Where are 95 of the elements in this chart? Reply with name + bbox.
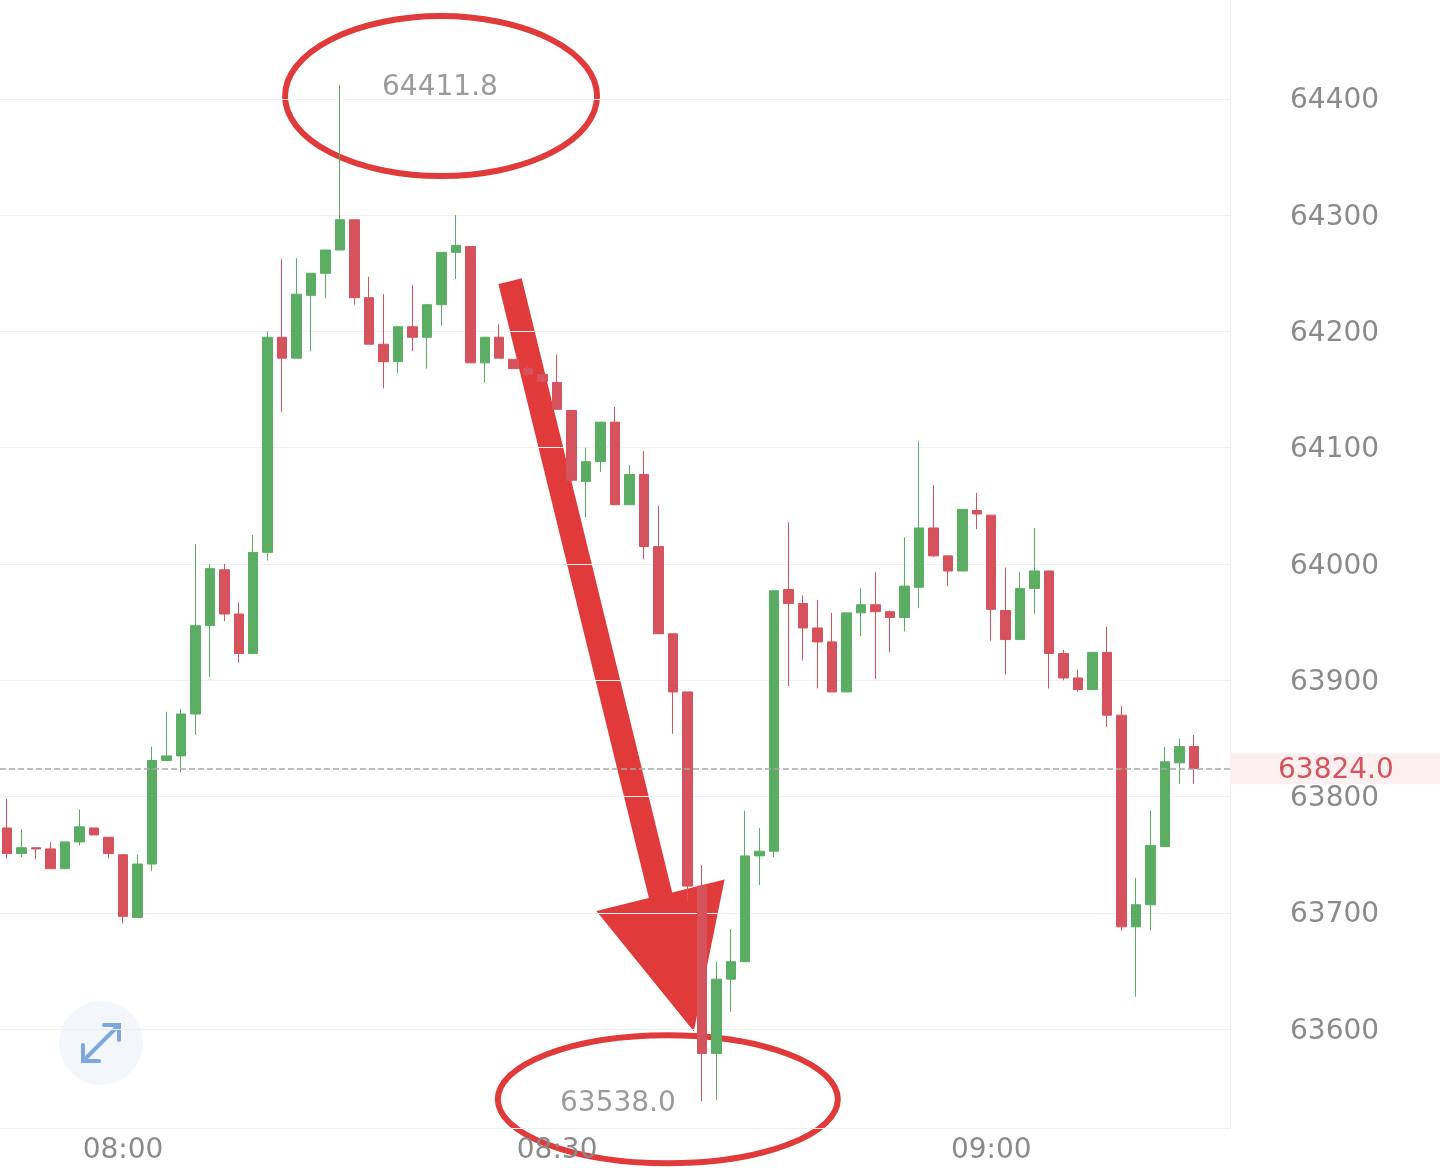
candlestick: [436, 251, 447, 327]
candlestick: [103, 836, 114, 859]
candlestick: [1102, 626, 1112, 728]
candlestick: [306, 272, 316, 352]
candlestick: [610, 406, 620, 506]
candlestick: [899, 536, 910, 632]
candlestick: [1073, 669, 1083, 693]
candlestick: [219, 563, 230, 622]
candlestick: [552, 354, 562, 410]
y-tick-label: 64000: [1290, 547, 1380, 581]
candlestick: [205, 563, 215, 678]
candlestick: [320, 249, 331, 299]
candlestick: [422, 304, 432, 370]
candlestick: [291, 257, 302, 359]
candlestick: [1189, 734, 1199, 785]
candlestick: [523, 365, 533, 378]
candlestick: [508, 358, 519, 370]
candlestick: [60, 841, 70, 870]
x-tick-label: 08:00: [82, 1131, 164, 1165]
candlestick: [624, 464, 635, 506]
candlestick: [234, 601, 244, 664]
candlestick: [176, 708, 186, 773]
candlestick: [1087, 651, 1098, 691]
candlestick: [1131, 877, 1141, 998]
candlestick: [335, 84, 345, 251]
candlestick: [914, 440, 924, 609]
candlestick: [147, 746, 157, 872]
candlestick: [480, 336, 490, 384]
candlestick: [928, 484, 939, 558]
candlestick: [697, 864, 707, 1102]
y-tick-label: 63600: [1290, 1012, 1380, 1046]
candlestick: [668, 633, 678, 735]
candlestick: [407, 284, 418, 352]
candlestick: [595, 421, 606, 473]
y-tick-label: 64300: [1290, 198, 1380, 232]
candlestick: [1029, 527, 1040, 615]
candlestick: [74, 808, 85, 846]
candlestick: [1116, 705, 1127, 931]
candlestick: [118, 854, 128, 924]
candlestick: [45, 841, 56, 870]
candlestick: [1058, 649, 1069, 681]
candlestick: [1174, 737, 1185, 785]
candlestick: [349, 219, 360, 306]
candlestick: [451, 214, 461, 280]
candlestick: [1015, 571, 1025, 641]
candlestick: [1000, 566, 1011, 675]
candlestick: [1160, 746, 1170, 848]
candlestick: [2, 798, 12, 859]
x-tick-label: 09:00: [950, 1131, 1032, 1165]
y-tick-label: 64200: [1290, 314, 1380, 348]
candlestick: [957, 508, 968, 572]
y-tick-label: 63700: [1290, 896, 1380, 930]
candlestick: [754, 827, 765, 886]
candlestick: [653, 505, 664, 635]
candlestick: [986, 514, 996, 642]
candlestick: [277, 258, 287, 413]
y-tick-label: 64400: [1290, 82, 1380, 116]
candlestick: [537, 370, 548, 382]
candlestick: [31, 847, 41, 860]
candlestick: [812, 599, 823, 689]
candlestick: [639, 450, 649, 560]
candlestick: [972, 492, 982, 530]
candlestick: [161, 711, 172, 762]
candlestick: [870, 571, 881, 680]
candlestick: [494, 323, 504, 359]
candlestick: [89, 827, 99, 836]
candlestick: [16, 828, 27, 858]
candlestick: [682, 691, 693, 902]
candlestick: [581, 447, 591, 518]
candlestick: [711, 961, 722, 1101]
candlestick: [393, 326, 403, 374]
annotation: 64411.8: [382, 68, 498, 102]
annotation: 63538.0: [560, 1084, 676, 1118]
candlestick: [841, 612, 852, 693]
candlestick: [248, 534, 258, 655]
candlestick: [769, 590, 779, 858]
candlestick: [856, 587, 866, 637]
candlestick: [1044, 570, 1054, 689]
candlestick: [190, 543, 201, 736]
candlestick: [1145, 810, 1156, 931]
candlestick: [465, 246, 476, 364]
candlestick: [943, 555, 953, 587]
candlestick: [262, 330, 273, 562]
candlestick: [740, 810, 750, 963]
candlestick: [566, 410, 577, 481]
candlestick: [364, 276, 374, 345]
candlestick: [798, 594, 808, 662]
candlestick: [827, 612, 837, 693]
candlestick: [885, 610, 895, 653]
candlestick: [378, 293, 389, 389]
y-tick-label: 63900: [1290, 663, 1380, 697]
y-tick-label: 64100: [1290, 431, 1380, 465]
candlestick: [132, 854, 143, 919]
candlestick: [783, 521, 794, 687]
candlestick: [726, 928, 736, 1013]
